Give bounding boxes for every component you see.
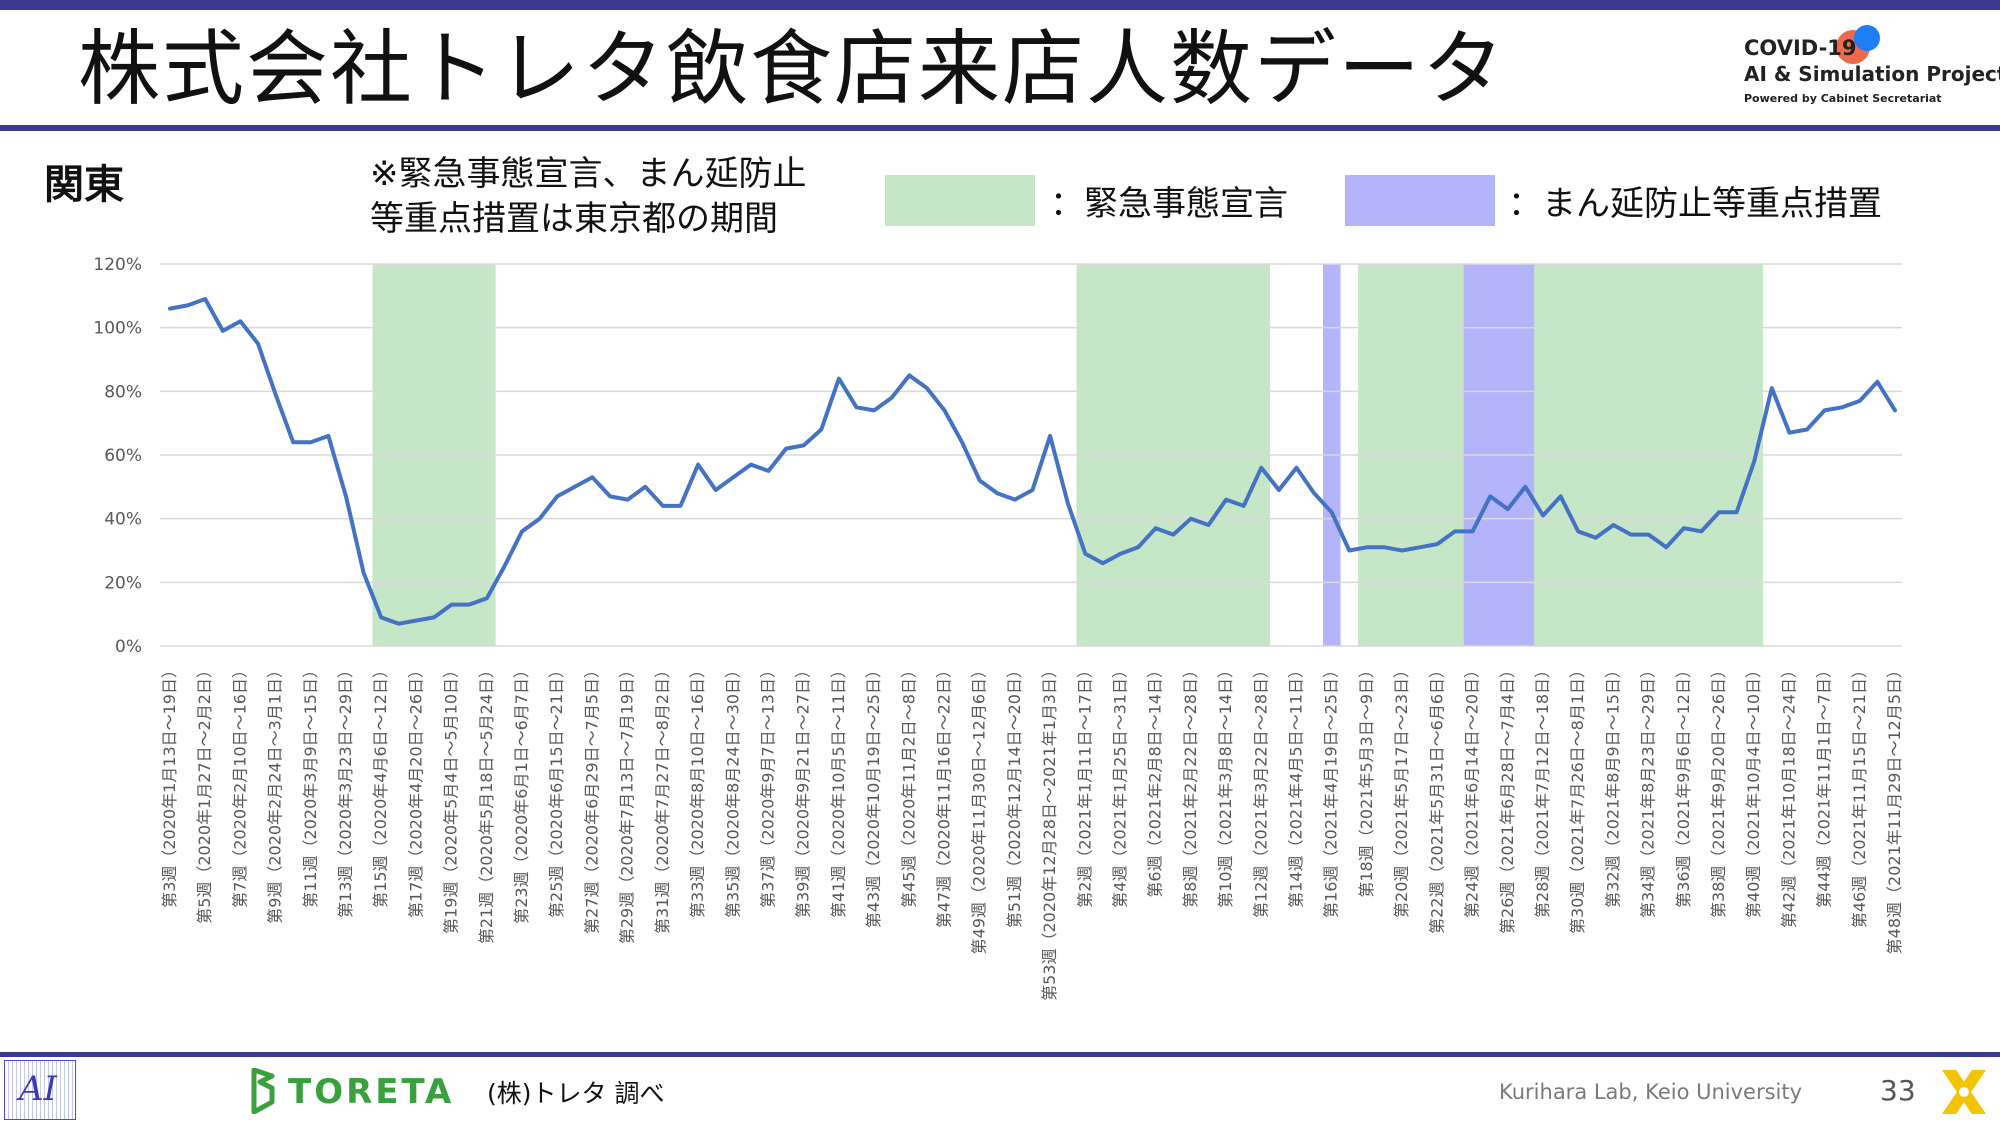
region-label: 関東 [44,162,124,208]
x-tick-label: 第14週（2021年4月5日～11日） [1287,662,1306,908]
x-tick-label: 第30週（2021年7月26日～8月1日） [1568,662,1587,934]
source-note: (株)トレタ 調べ [487,1079,665,1108]
x-tick-label: 第26週（2021年6月28日～7月4日） [1498,662,1517,934]
x-tick-label: 第34週（2021年8月23日～29日） [1639,662,1658,918]
x-tick-label: 第16週（2021年4月19日～25日） [1322,662,1341,918]
x-tick-label: 第35週（2020年8月24日～30日） [723,662,742,918]
x-tick-label: 第20週（2021年5月17日～23日） [1392,662,1411,918]
x-tick-label: 第5週（2020年1月27日～2月2日） [195,662,214,924]
lab-name: Kurihara Lab, Keio University [1499,1080,1803,1104]
x-tick-label: 第36週（2021年9月6日～12日） [1674,662,1693,908]
lab-logo-text: AI [19,1069,57,1109]
top-border [0,0,2000,10]
x-tick-label: 第29週（2020年7月13日～7月19日） [618,662,637,944]
x-tick-label: 第45週（2020年11月2日～8日） [899,662,918,908]
x-tick-label: 第49週（2020年11月30日～12月6日） [970,662,989,954]
y-tick-label: 120% [93,255,142,275]
logo-line-3: Powered by Cabinet Secretariat [1744,92,1942,105]
page-number: 33 [1880,1074,1916,1107]
x-tick-label: 第31週（2020年7月27日～8月2日） [653,662,672,934]
x-tick-label: 第23週（2020年6月1日～6月7日） [512,662,531,924]
period-note: ※緊急事態宣言、まん延防止 等重点措置は東京都の期間 [370,152,807,242]
x-tick-label: 第8週（2021年2月22日～28日） [1181,662,1200,908]
x-tick-label: 第25週（2020年6月15日～21日） [547,662,566,918]
x-tick-label: 第11週（2020年3月9日～15日） [301,662,320,908]
toreta-logo-icon [251,1068,275,1114]
period-note-line-2: 等重点措置は東京都の期間 [370,199,778,239]
x-tick-label: 第4週（2021年1月25日～31日） [1111,662,1130,908]
legend-emergency-swatch [885,175,1035,226]
logo-blue-dot [1854,25,1880,51]
x-tick-label: 第42週（2021年10月18日～24日） [1779,662,1798,928]
x-tick-label: 第19週（2020年5月4日～5月10日） [442,662,461,934]
x-tick-label: 第7週（2020年2月10日～16日） [230,662,249,908]
covid-project-logo: COVID-19 AI & Simulation Project Powered… [1744,22,2000,112]
x-tick-label: 第47週（2020年11月16日～22日） [935,662,954,928]
header-divider [0,125,2000,131]
x-tick-label: 第13週（2020年3月23日～29日） [336,662,355,918]
x-tick-label: 第43週（2020年10月19日～25日） [864,662,883,928]
legend-emergency-label: ：緊急事態宣言 [1050,184,1288,224]
x-tick-label: 第6週（2021年2月8日～14日） [1146,662,1165,898]
line-chart: 0% 20% 40% 60% 80% 100% 120% 第3週（2020年1月13日～19日… [93,255,1904,1001]
x-tick-label: 第10週（2021年3月8日～14日） [1216,662,1235,908]
x-tick-label: 第24週（2021年6月14日～20日） [1463,662,1482,918]
x-tick-label: 第22週（2021年5月31日～6月6日） [1427,662,1446,934]
logo-line-2: AI & Simulation Project [1744,62,2000,86]
series-line [168,297,1897,626]
legend-prevention-swatch [1345,175,1495,226]
footer-divider [0,1052,2000,1057]
legend-prevention-label: ：まん延防止等重点措置 [1508,184,1882,224]
x-tick-label: 第33週（2020年8月10日～16日） [688,662,707,918]
x-tick-label: 第17週（2020年4月20日～26日） [406,662,425,918]
logo-line-1: COVID-19 [1744,36,1857,60]
x-tick-label: 第21週（2020年5月18日～5月24日） [477,662,496,944]
y-tick-label: 40% [104,510,142,530]
x-logo-icon [1942,1070,1986,1114]
x-tick-label: 第15週（2020年4月6日～12日） [371,662,390,908]
x-tick-label: 第37週（2020年9月7日～13日） [759,662,778,908]
lab-logo: AI [4,1060,76,1120]
x-tick-label: 第12週（2021年3月22日～28日） [1251,662,1270,918]
x-tick-label: 第38週（2021年9月20日～26日） [1709,662,1728,918]
y-tick-label: 60% [104,446,142,466]
period-note-line-1: ※緊急事態宣言、まん延防止 [370,154,807,194]
x-tick-label: 第40週（2021年10月4日～10日） [1744,662,1763,918]
y-tick-label: 80% [104,382,142,402]
x-tick-label: 第46週（2021年11月15日～21日） [1850,662,1869,928]
y-tick-label: 100% [93,319,142,339]
y-tick-label: 0% [115,637,142,657]
x-tick-label: 第32週（2021年8月9日～15日） [1603,662,1622,908]
x-tick-label: 第2週（2021年1月11日～17日） [1075,662,1094,908]
x-tick-label: 第53週（2020年12月28日～2021年1月3日） [1040,662,1059,1001]
x-tick-label: 第9週（2020年2月24日～3月1日） [266,662,285,924]
x-tick-label: 第3週（2020年1月13日～19日） [160,662,179,908]
x-tick-label: 第44週（2021年11月1日～7日） [1815,662,1834,908]
x-tick-label: 第41週（2020年10月5日～11日） [829,662,848,918]
x-tick-label: 第51週（2020年12月14日～20日） [1005,662,1024,928]
x-tick-label: 第27週（2020年6月29日～7月5日） [582,662,601,934]
x-tick-label: 第39週（2020年9月21日～27日） [794,662,813,918]
y-tick-label: 20% [104,573,142,593]
x-tick-label: 第48週（2021年11月29日～12月5日） [1885,662,1904,954]
toreta-logo-text: TORETA [288,1072,455,1112]
x-tick-label: 第28週（2021年7月12日～18日） [1533,662,1552,918]
x-tick-label: 第18週（2021年5月3日～9日） [1357,662,1376,898]
page-title: 株式会社トレタ飲食店来店人数データ [78,22,1507,117]
